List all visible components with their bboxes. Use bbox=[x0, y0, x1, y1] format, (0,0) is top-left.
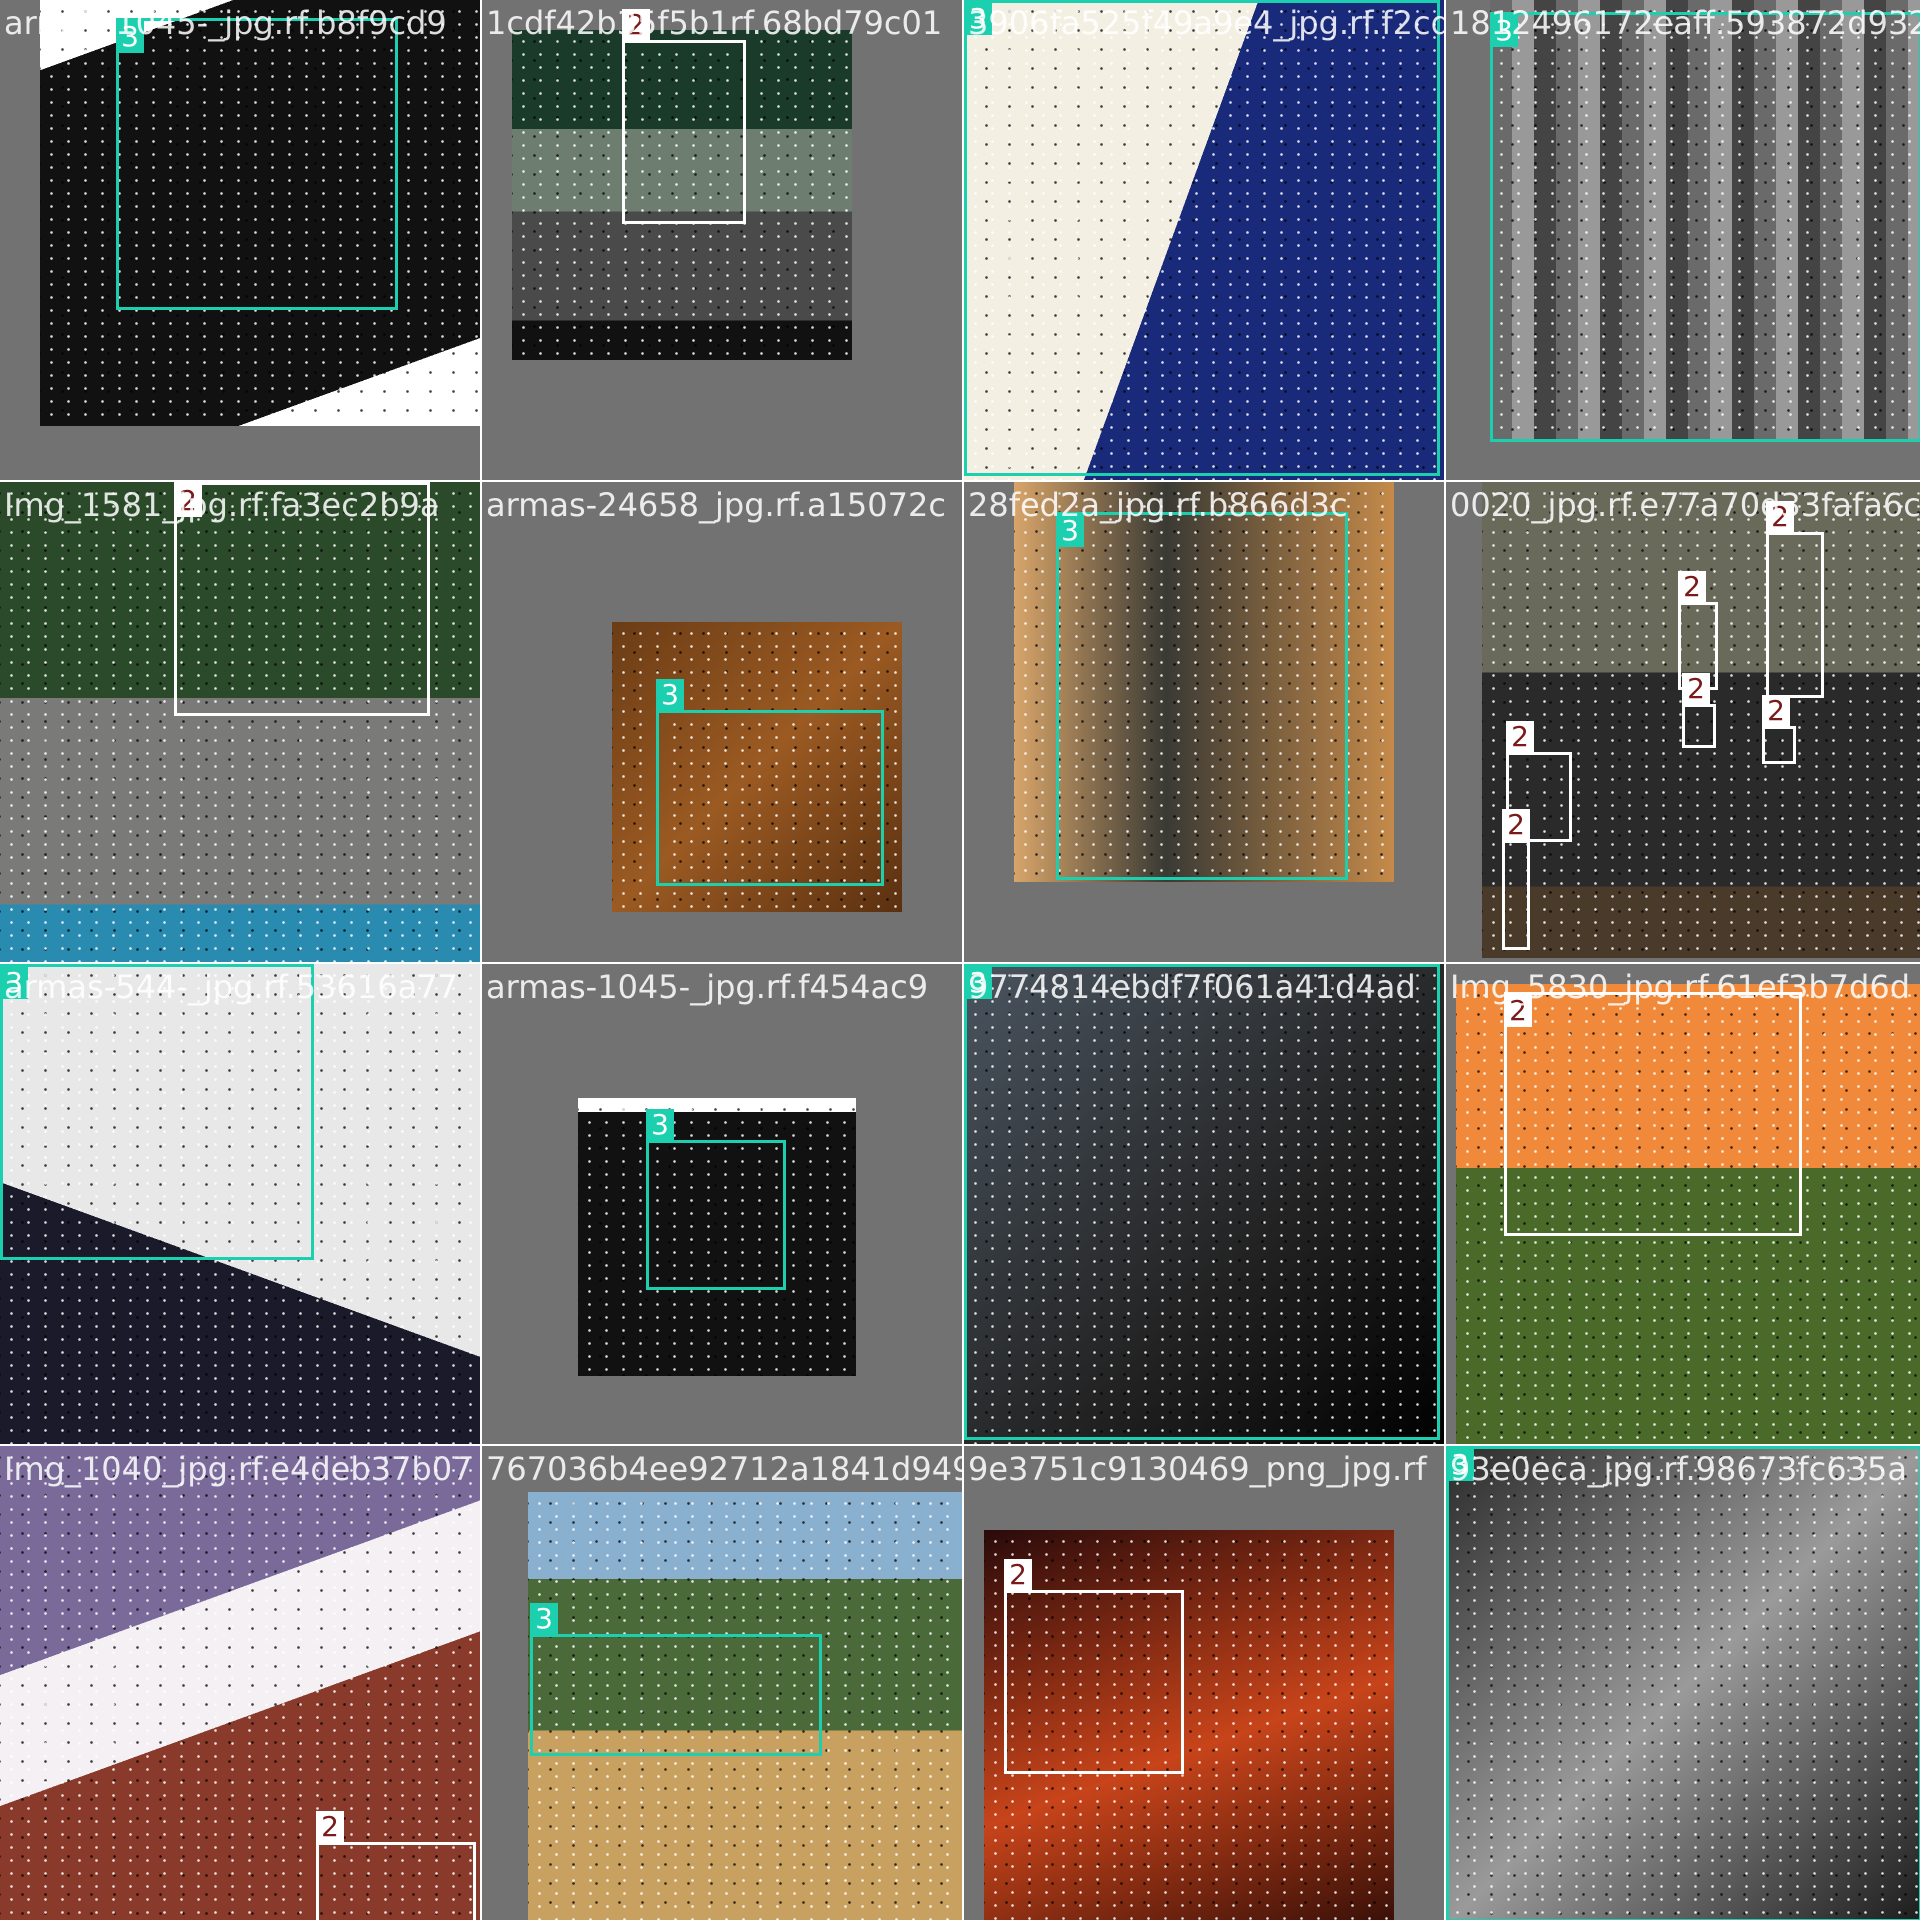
bounding-box: 3 bbox=[1490, 12, 1920, 442]
mosaic-tile: 3 armas-24658_jpg.rf.a15072c bbox=[482, 482, 962, 962]
bounding-box: 3 bbox=[530, 1603, 822, 1756]
mosaic-tile: 2 Img_5830_jpg.rf.61ef3b7d6d bbox=[1446, 964, 1920, 1444]
bounding-box: 2 bbox=[1762, 695, 1796, 764]
filename-caption: armas-24658_jpg.rf.a15072c bbox=[486, 486, 946, 524]
class-label: 3 bbox=[646, 1109, 674, 1141]
bounding-box: 2 bbox=[1766, 501, 1824, 698]
filename-caption: 767036b4ee92712a1841d949 bbox=[486, 1450, 962, 1488]
mosaic-tile: 3 93e0eca_jpg.rf.98673fc635a bbox=[1446, 1446, 1920, 1920]
mosaic-tile: 2 Img_1040_jpg.rf.e4deb37b07 bbox=[0, 1446, 480, 1920]
class-label: 3 bbox=[656, 679, 684, 711]
mosaic-tile: 3 9774814ebdf7f061a41d4ad bbox=[964, 964, 1444, 1444]
mosaic-tile: 3 1812496172eaff.593872d932 bbox=[1446, 0, 1920, 480]
class-label: 3 bbox=[116, 21, 144, 53]
class-label: 2 bbox=[1004, 1559, 1032, 1591]
class-label: 3 bbox=[1490, 15, 1518, 47]
class-label: 2 bbox=[1682, 673, 1710, 705]
mosaic-tile: 2 2 2 2 2 2 0020_jpg.rf.e77a70d33fafa6c bbox=[1446, 482, 1920, 962]
class-label: 3 bbox=[964, 3, 992, 35]
filename-caption: 9e3751c9130469_png_jpg.rf bbox=[968, 1450, 1427, 1488]
bounding-box: 3 bbox=[116, 18, 398, 310]
mosaic-tile: 2 9e3751c9130469_png_jpg.rf bbox=[964, 1446, 1444, 1920]
class-label: 2 bbox=[174, 485, 202, 517]
bounding-box: 3 bbox=[964, 0, 1440, 476]
mosaic-tile: 3 armas-544-_jpg.rf.53616a77 bbox=[0, 964, 480, 1444]
class-label: 3 bbox=[1056, 515, 1084, 547]
bounding-box: 3 bbox=[646, 1109, 786, 1290]
class-label: 2 bbox=[1502, 809, 1530, 841]
bounding-box: 2 bbox=[1682, 673, 1716, 748]
class-label: 2 bbox=[1504, 995, 1532, 1027]
mosaic-tile: 3 armas-1045-_jpg.rf.f454ac9 bbox=[482, 964, 962, 1444]
bounding-box: 3 bbox=[964, 964, 1440, 1440]
mosaic-tile: 2 Img_1581_jpg.rf.fa3ec2b9a bbox=[0, 482, 480, 962]
class-label: 3 bbox=[0, 967, 28, 999]
class-label: 2 bbox=[1766, 501, 1794, 533]
bounding-box: 2 bbox=[1004, 1559, 1184, 1774]
class-label: 3 bbox=[964, 967, 992, 999]
bounding-box: 2 bbox=[174, 482, 430, 716]
class-label: 2 bbox=[316, 1811, 344, 1843]
mosaic-tile: 2 1cdf42b35f5b1rf.68bd79c01 bbox=[482, 0, 962, 480]
bounding-box: 2 bbox=[1504, 992, 1802, 1236]
bounding-box: 3 bbox=[1446, 1446, 1920, 1920]
bounding-box: 2 bbox=[1506, 721, 1572, 842]
bounding-box: 2 bbox=[316, 1811, 476, 1920]
filename-caption: armas-1045-_jpg.rf.f454ac9 bbox=[486, 968, 929, 1006]
mosaic-tile: 3 armas-1045-_jpg.rf.b8f9cd9 bbox=[0, 0, 480, 480]
bounding-box: 3 bbox=[0, 964, 314, 1260]
class-label: 3 bbox=[1446, 1449, 1474, 1481]
mosaic-tile: 3 28fed2a_jpg.rf.b866d3c bbox=[964, 482, 1444, 962]
bounding-box: 2 bbox=[1502, 809, 1530, 950]
mosaic-tile: 3 767036b4ee92712a1841d949 bbox=[482, 1446, 962, 1920]
bounding-box: 3 bbox=[1056, 512, 1348, 880]
class-label: 2 bbox=[622, 9, 650, 41]
bounding-box: 3 bbox=[656, 679, 884, 886]
bounding-box: 2 bbox=[622, 9, 746, 224]
class-label: 3 bbox=[530, 1603, 558, 1635]
class-label: 2 bbox=[1678, 571, 1706, 603]
class-label: 2 bbox=[1762, 695, 1790, 727]
class-label: 2 bbox=[1506, 721, 1534, 753]
